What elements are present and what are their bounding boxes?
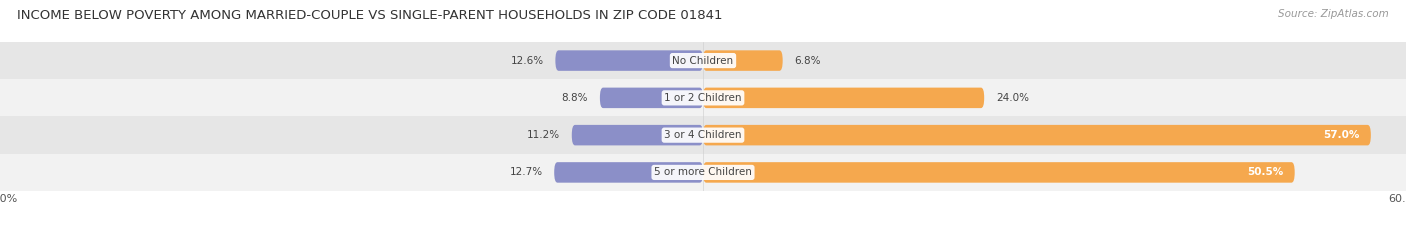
- Text: No Children: No Children: [672, 56, 734, 65]
- Bar: [0, 42, 1406, 79]
- Bar: [0, 154, 1406, 191]
- Text: 6.8%: 6.8%: [794, 56, 821, 65]
- Bar: [0, 116, 1406, 154]
- FancyBboxPatch shape: [555, 50, 703, 71]
- FancyBboxPatch shape: [600, 88, 703, 108]
- FancyBboxPatch shape: [703, 50, 783, 71]
- Text: Source: ZipAtlas.com: Source: ZipAtlas.com: [1278, 9, 1389, 19]
- FancyBboxPatch shape: [703, 125, 1371, 145]
- Text: 8.8%: 8.8%: [561, 93, 588, 103]
- Text: 57.0%: 57.0%: [1323, 130, 1360, 140]
- Text: 24.0%: 24.0%: [995, 93, 1029, 103]
- FancyBboxPatch shape: [703, 162, 1295, 183]
- Text: 5 or more Children: 5 or more Children: [654, 168, 752, 177]
- Text: 11.2%: 11.2%: [527, 130, 560, 140]
- Text: 3 or 4 Children: 3 or 4 Children: [664, 130, 742, 140]
- FancyBboxPatch shape: [703, 88, 984, 108]
- Text: 50.5%: 50.5%: [1247, 168, 1282, 177]
- FancyBboxPatch shape: [572, 125, 703, 145]
- Text: 1 or 2 Children: 1 or 2 Children: [664, 93, 742, 103]
- FancyBboxPatch shape: [554, 162, 703, 183]
- Bar: [0, 79, 1406, 116]
- Text: INCOME BELOW POVERTY AMONG MARRIED-COUPLE VS SINGLE-PARENT HOUSEHOLDS IN ZIP COD: INCOME BELOW POVERTY AMONG MARRIED-COUPL…: [17, 9, 723, 22]
- Text: 12.6%: 12.6%: [510, 56, 544, 65]
- Text: 12.7%: 12.7%: [509, 168, 543, 177]
